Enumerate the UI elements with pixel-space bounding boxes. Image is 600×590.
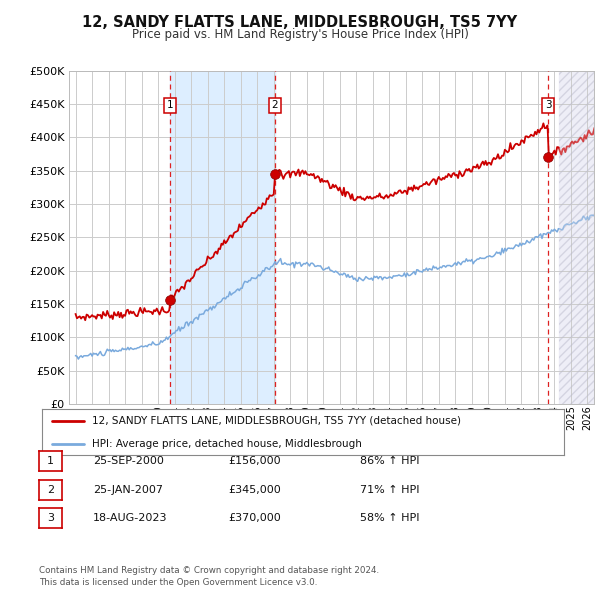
Text: HPI: Average price, detached house, Middlesbrough: HPI: Average price, detached house, Midd… bbox=[92, 439, 361, 449]
Text: £345,000: £345,000 bbox=[228, 485, 281, 494]
Text: 1: 1 bbox=[167, 100, 173, 110]
Text: 2: 2 bbox=[272, 100, 278, 110]
Bar bbox=[559, 71, 594, 404]
Text: 71% ↑ HPI: 71% ↑ HPI bbox=[360, 485, 419, 494]
Text: Price paid vs. HM Land Registry's House Price Index (HPI): Price paid vs. HM Land Registry's House … bbox=[131, 28, 469, 41]
Text: 1: 1 bbox=[47, 457, 54, 466]
Text: 25-JAN-2007: 25-JAN-2007 bbox=[93, 485, 163, 494]
Text: 2: 2 bbox=[47, 485, 54, 494]
Text: 12, SANDY FLATTS LANE, MIDDLESBROUGH, TS5 7YY (detached house): 12, SANDY FLATTS LANE, MIDDLESBROUGH, TS… bbox=[92, 416, 461, 426]
Bar bbox=[170, 71, 275, 404]
Text: 3: 3 bbox=[545, 100, 551, 110]
Text: £156,000: £156,000 bbox=[228, 457, 281, 466]
Text: 12, SANDY FLATTS LANE, MIDDLESBROUGH, TS5 7YY: 12, SANDY FLATTS LANE, MIDDLESBROUGH, TS… bbox=[82, 15, 518, 30]
Text: £370,000: £370,000 bbox=[228, 513, 281, 523]
Text: 86% ↑ HPI: 86% ↑ HPI bbox=[360, 457, 419, 466]
Text: 25-SEP-2000: 25-SEP-2000 bbox=[93, 457, 164, 466]
Text: 18-AUG-2023: 18-AUG-2023 bbox=[93, 513, 167, 523]
Text: Contains HM Land Registry data © Crown copyright and database right 2024.
This d: Contains HM Land Registry data © Crown c… bbox=[39, 566, 379, 587]
Text: 58% ↑ HPI: 58% ↑ HPI bbox=[360, 513, 419, 523]
Bar bbox=[559, 71, 594, 404]
Text: 3: 3 bbox=[47, 513, 54, 523]
